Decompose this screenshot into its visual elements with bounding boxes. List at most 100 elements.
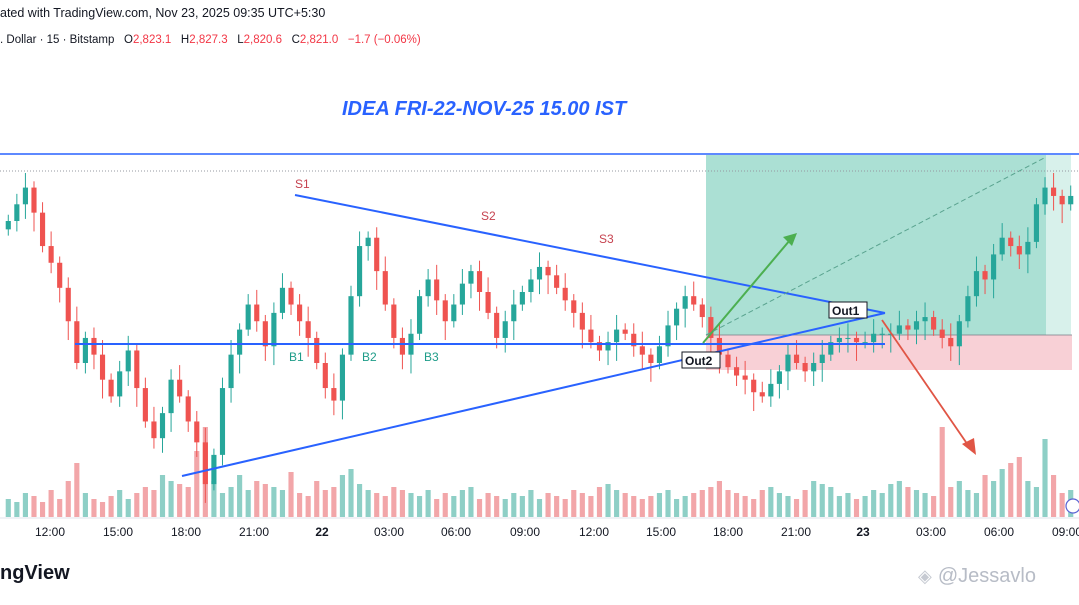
volume-bar: [348, 469, 354, 517]
volume-bar: [982, 475, 988, 517]
volume-bar: [459, 490, 465, 517]
volume-bar: [151, 490, 157, 517]
candle-body: [605, 342, 611, 351]
open-value: 2,823.1: [132, 34, 172, 46]
watermark-text: @Jessavlo: [937, 565, 1036, 587]
volume-bar: [408, 493, 414, 517]
x-tick-label: 06:00: [984, 525, 1014, 539]
volume-bar: [793, 499, 800, 517]
volume-bar: [973, 493, 980, 517]
candle-body: [331, 388, 337, 401]
volume-bar: [322, 490, 328, 517]
x-tick-label: 23: [856, 525, 870, 539]
volume-bar: [237, 475, 243, 517]
candle-body: [862, 342, 868, 344]
volume-bar: [365, 490, 371, 517]
volume-bar: [1059, 493, 1065, 517]
candle-body: [416, 296, 423, 334]
volume-bar: [305, 496, 311, 517]
symbol-name: . Dollar · 15 · Bitstamp: [0, 34, 115, 46]
candle-body: [536, 266, 543, 280]
x-tick-label: 18:00: [713, 525, 743, 539]
high-label: H: [180, 34, 190, 46]
candle-body: [5, 221, 11, 230]
candle-body: [733, 367, 740, 376]
volume-bar: [91, 499, 97, 517]
candle-body: [725, 354, 731, 368]
candles: [5, 172, 1074, 503]
publish-info: ated with TradingView.com, Nov 23, 2025 …: [0, 6, 326, 20]
candle-body: [254, 304, 260, 322]
candle-body: [939, 329, 945, 338]
support-trendline[interactable]: [181, 312, 886, 477]
candle-body: [159, 413, 166, 439]
volume-bar: [1033, 487, 1040, 517]
x-tick-label: 09:00: [1052, 525, 1079, 539]
candle-body: [168, 379, 174, 414]
candle-body: [74, 321, 80, 363]
volume-bar: [5, 499, 11, 517]
volume-bar: [845, 493, 851, 517]
volume-bar: [819, 484, 825, 517]
volume-bar: [913, 490, 920, 517]
candle-body: [1016, 246, 1022, 255]
volume-bar: [74, 463, 80, 517]
x-tick-label: 03:00: [916, 525, 946, 539]
volume-bar: [374, 493, 380, 517]
volume-bar: [288, 472, 294, 517]
candle-body: [836, 337, 842, 343]
volume-bar: [708, 487, 714, 517]
chart-title: IDEA FRI-22-NOV-25 15.00 IST: [342, 98, 628, 120]
volume-bar: [1025, 481, 1031, 517]
candle-body: [716, 337, 722, 355]
volume-bar: [219, 493, 226, 517]
volume-bar: [485, 493, 491, 517]
candle-body: [151, 421, 157, 439]
volume-bar: [194, 451, 200, 517]
candle-body: [1051, 187, 1057, 196]
volume-bar: [956, 481, 962, 517]
candle-body: [665, 325, 671, 347]
candle-body: [528, 279, 534, 292]
candle-body: [776, 371, 782, 384]
candle-body: [202, 442, 208, 485]
candle-body: [39, 212, 46, 247]
volume-bar: [142, 487, 148, 517]
author-watermark: ◈ @Jessavlo: [918, 565, 1036, 588]
candle-body: [639, 346, 645, 355]
candle-body: [871, 333, 877, 343]
candle-body: [751, 379, 757, 393]
volume-bar: [1016, 457, 1022, 517]
bearish-arrowhead: [962, 438, 976, 455]
volume-bar: [279, 490, 286, 517]
x-tick-label: 09:00: [510, 525, 540, 539]
x-tick-label: 18:00: [171, 525, 201, 539]
volume-bar: [802, 490, 808, 517]
candle-body: [699, 304, 705, 318]
candle-body: [374, 237, 380, 272]
x-tick-label: 15:00: [103, 525, 133, 539]
candle-body: [485, 292, 491, 313]
volume-bar: [434, 499, 440, 517]
label-s3: S3: [599, 232, 614, 246]
volume-bar: [185, 487, 191, 517]
volume-bar: [922, 493, 928, 517]
candle-body: [442, 300, 448, 322]
candle-body: [262, 321, 268, 347]
volume-bar: [245, 490, 251, 517]
candle-body: [1025, 241, 1031, 255]
volume-bar: [665, 490, 671, 517]
candle-body: [811, 363, 817, 372]
resistance-trendline[interactable]: [294, 194, 886, 314]
label-b2: B2: [362, 350, 377, 364]
candle-body: [1033, 204, 1040, 242]
candle-body: [1059, 195, 1065, 205]
candle-body: [554, 275, 560, 288]
candle-body: [434, 279, 440, 301]
candle-body: [819, 354, 825, 363]
change-value: −1.7 (−0.06%): [347, 34, 421, 46]
candle-body: [219, 388, 226, 455]
toggle-icon[interactable]: [1065, 498, 1079, 514]
candle-body: [1068, 195, 1074, 205]
